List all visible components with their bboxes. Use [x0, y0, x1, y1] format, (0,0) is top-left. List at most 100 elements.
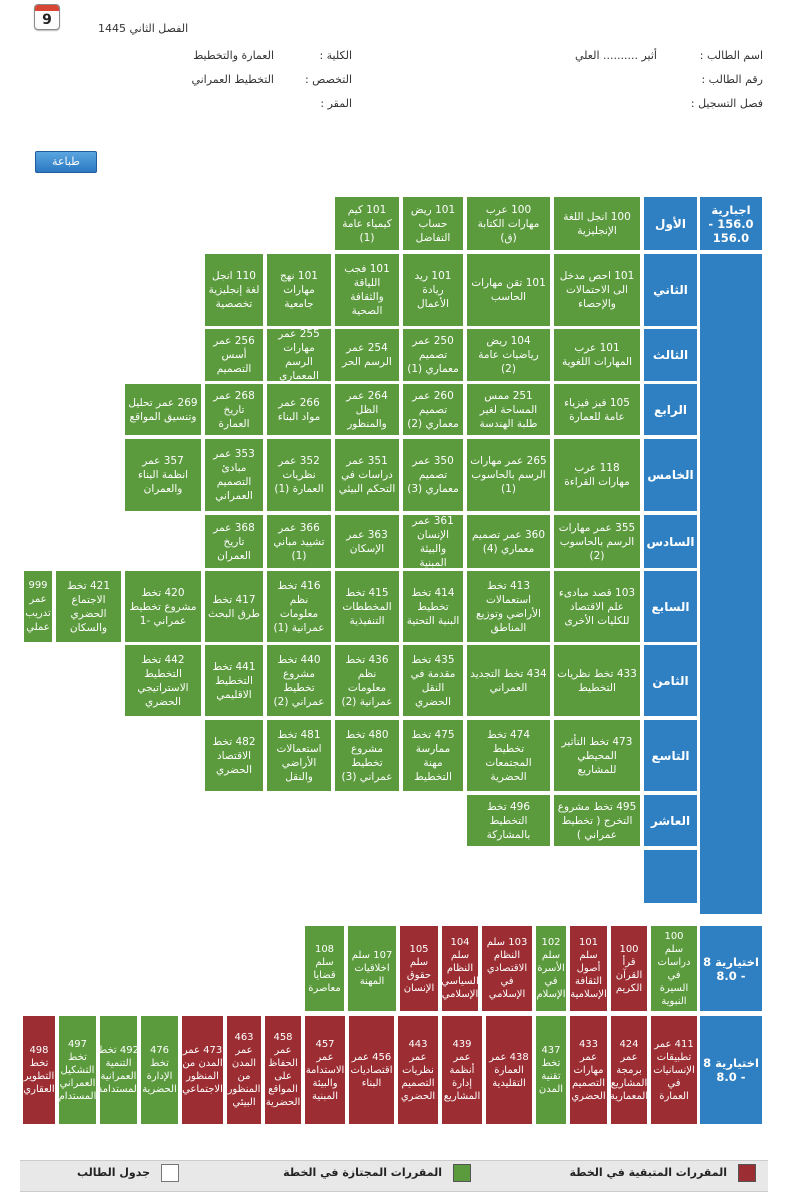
term-9-label: التاسع: [644, 720, 697, 791]
elective-1-label: اختيارية 8 - 8.0: [700, 926, 762, 1011]
course-cell[interactable]: 100 انجل اللغة الإنجليزية: [554, 197, 640, 250]
elective-course-cell[interactable]: 463 عمر المدن من المنظور البيئي: [227, 1016, 261, 1124]
elective-course-cell[interactable]: 107 سلم اخلاقيات المهنة: [348, 926, 396, 1011]
term-5-label: الخامس: [644, 439, 697, 511]
elective-course-cell[interactable]: 497 تخط التشكيل العمراني المستدام: [59, 1016, 96, 1124]
course-cell[interactable]: 355 عمر مهارات الرسم بالحاسوب (2): [554, 515, 640, 568]
course-cell[interactable]: 265 عمر مهارات الرسم بالحاسوب (1): [467, 439, 550, 511]
course-cell[interactable]: 480 تخط مشروع تخطيط عمراني (3): [335, 720, 399, 791]
elective-course-cell[interactable]: 411 عمر تطبيقات الإنسانيات في العمارة: [651, 1016, 697, 1124]
elective-course-cell[interactable]: 102 سلم الأسرة في الإسلام: [536, 926, 566, 1011]
course-cell[interactable]: 353 عمر مبادئ التصميم العمراني: [205, 439, 263, 511]
course-cell[interactable]: 417 تخط طرق البحث: [205, 571, 263, 642]
course-cell[interactable]: 368 عمر تاريخ العمران: [205, 515, 263, 568]
legend-schedule-label[interactable]: جدول الطالب: [76, 1166, 150, 1179]
legend-bar: [20, 1160, 768, 1192]
elective-course-cell[interactable]: 433 عمر مهارات التصميم الحضري: [570, 1016, 607, 1124]
course-cell[interactable]: 420 تخط مشروع تخطيط عمراني -1: [125, 571, 201, 642]
course-cell[interactable]: 413 تخط استعمالات الأراضي وتوزيع المناطق: [467, 571, 550, 642]
term-6-label: السادس: [644, 515, 697, 568]
course-cell[interactable]: 482 تخط الاقتصاد الحضري: [205, 720, 263, 791]
elective-course-cell[interactable]: 101 سلم أصول الثقافة الإسلامية: [570, 926, 607, 1011]
elective-course-cell[interactable]: 492 تخط التنمية العمرانية المستدامة: [100, 1016, 137, 1124]
course-cell[interactable]: 256 عمر أسس التصميم: [205, 329, 263, 381]
elective-course-cell[interactable]: 424 عمر برمجة المشاريع المعمارية: [611, 1016, 647, 1124]
course-cell[interactable]: 433 تخط نظريات التخطيط: [554, 645, 640, 716]
course-cell[interactable]: 442 تخط التخطيط الاستراتيجي الحضري: [125, 645, 201, 716]
term-7-label: السابع: [644, 571, 697, 642]
course-cell[interactable]: 414 تخط تخطيط البنية التحتية: [403, 571, 463, 642]
course-cell[interactable]: 999 عمر تدريب عملي: [24, 571, 52, 642]
course-cell[interactable]: 101 كيم كيمياء عامة (1): [335, 197, 399, 250]
elective-course-cell[interactable]: 456 عمر اقتصاديات البناء: [349, 1016, 394, 1124]
course-cell[interactable]: 415 تخط المخططات التنفيذية: [335, 571, 399, 642]
course-cell[interactable]: 366 عمر تشييد مباني (1): [267, 515, 331, 568]
course-cell[interactable]: 363 عمر الإسكان: [335, 515, 399, 568]
course-cell[interactable]: 105 فيز فيزياء عامة للعمارة: [554, 384, 640, 435]
course-cell[interactable]: 101 احص مدخل الى الاحتمالات والإحصاء: [554, 254, 640, 326]
course-cell[interactable]: 250 عمر تصميم معماري (1): [403, 329, 463, 381]
course-cell[interactable]: 436 تخط نظم معلومات عمرانية (2): [335, 645, 399, 716]
course-cell[interactable]: 101 نهج مهارات جامعية: [267, 254, 331, 326]
course-cell[interactable]: 474 تخط تخطيط المجتمعات الحضرية: [467, 720, 550, 791]
elective-course-cell[interactable]: 457 عمر الاستدامة والبيئة المبنية: [305, 1016, 345, 1124]
calendar-icon[interactable]: 9: [34, 4, 60, 30]
elective-course-cell[interactable]: 443 عمر نظريات التصميم الحضري: [398, 1016, 438, 1124]
course-cell[interactable]: 481 تخط استعمالات الأراضي والنقل: [267, 720, 331, 791]
registration-term-label: فصل التسجيل :: [690, 97, 763, 110]
course-cell[interactable]: 101 ريض حساب التفاضل: [403, 197, 463, 250]
elective-course-cell[interactable]: 498 تخط التطوير العقاري: [23, 1016, 55, 1124]
course-cell[interactable]: 473 تخط التأثير المحيطي للمشاريع: [554, 720, 640, 791]
course-cell[interactable]: 440 تخط مشروع تخطيط عمراني (2): [267, 645, 331, 716]
course-cell[interactable]: 441 تخط التخطيط الاقليمي: [205, 645, 263, 716]
print-button[interactable]: طباعة: [35, 151, 97, 173]
elective-course-cell[interactable]: 100 قرأ القرآن الكريم: [611, 926, 647, 1011]
course-cell[interactable]: 416 تخط نظم معلومات عمرانية (1): [267, 571, 331, 642]
course-cell[interactable]: 268 عمر تاريخ العمارة: [205, 384, 263, 435]
course-cell[interactable]: 255 عمر مهارات الرسم المعماري: [267, 329, 331, 381]
course-cell[interactable]: 434 تخط التجديد العمراني: [467, 645, 550, 716]
term-2-label: الثاني: [644, 254, 697, 326]
course-cell[interactable]: 101 عرب المهارات اللغوية: [554, 329, 640, 381]
course-cell[interactable]: 266 عمر مواد البناء: [267, 384, 331, 435]
legend-schedule-swatch[interactable]: [161, 1164, 179, 1182]
course-cell[interactable]: 100 عرب مهارات الكتابة (ق): [467, 197, 550, 250]
elective-course-cell[interactable]: 476 تخط الإدارة الحضرية: [141, 1016, 178, 1124]
course-cell[interactable]: 496 تخط التخطيط بالمشاركة: [467, 795, 550, 846]
term-8-label: الثامن: [644, 645, 697, 716]
course-cell[interactable]: 495 تخط مشروع التخرج ( تخطيط عمراني ): [554, 795, 640, 846]
course-cell[interactable]: 254 عمر الرسم الحر: [335, 329, 399, 381]
elective-course-cell[interactable]: 103 سلم النظام الاقتصادي في الإسلامي: [482, 926, 532, 1011]
elective-course-cell[interactable]: 437 تخط تقنية المدن: [536, 1016, 566, 1124]
course-cell[interactable]: 101 ريد ريادة الأعمال: [403, 254, 463, 326]
term-10-label: العاشر: [644, 795, 697, 846]
course-cell[interactable]: 351 عمر دراسات في التحكم البيئي: [335, 439, 399, 511]
course-cell[interactable]: 260 عمر تصميم معماري (2): [403, 384, 463, 435]
elective-course-cell[interactable]: 439 عمر أنظمة إدارة المشاريع: [442, 1016, 482, 1124]
course-cell[interactable]: 118 عرب مهارات القراءة: [554, 439, 640, 511]
elective-course-cell[interactable]: 104 سلم النظام السياسي الإسلامي: [442, 926, 478, 1011]
course-cell[interactable]: 101 تقن مهارات الحاسب: [467, 254, 550, 326]
course-cell[interactable]: 103 قصد مبادىء علم الاقتصاد للكليات الأخ…: [554, 571, 640, 642]
course-cell[interactable]: 360 عمر تصميم معماري (4): [467, 515, 550, 568]
course-cell[interactable]: 104 ريض رياضيات عامة (2): [467, 329, 550, 381]
course-cell[interactable]: 269 عمر تحليل وتنسيق المواقع: [125, 384, 201, 435]
course-cell[interactable]: 352 عمر نظريات العمارة (1): [267, 439, 331, 511]
elective-course-cell[interactable]: 438 عمر العمارة التقليدية: [486, 1016, 532, 1124]
course-cell[interactable]: 101 فجب اللياقة والثقافة الصحية: [335, 254, 399, 326]
elective-course-cell[interactable]: 458 عمر الحفاظ على المواقع الحضرية: [265, 1016, 301, 1124]
course-cell[interactable]: 251 ممس المساحة لغير طلبة الهندسة: [467, 384, 550, 435]
course-cell[interactable]: 421 تخط الاجتماع الحضري والسكان: [56, 571, 121, 642]
course-cell[interactable]: 475 تخط ممارسة مهنة التخطيط: [403, 720, 463, 791]
elective-course-cell[interactable]: 100 سلم دراسات في السيرة النبوية: [651, 926, 697, 1011]
course-cell[interactable]: 264 عمر الظل والمنظور: [335, 384, 399, 435]
elective-course-cell[interactable]: 473 عمر المدن من المنظور الاجتماعي: [182, 1016, 223, 1124]
term-empty-cell: [644, 850, 697, 903]
elective-course-cell[interactable]: 108 سلم قضايا معاصرة: [305, 926, 344, 1011]
course-cell[interactable]: 110 انجل لغة إنجليزية تخصصية: [205, 254, 263, 326]
course-cell[interactable]: 361 عمر الإنسان والبيئة المبنية: [403, 515, 463, 568]
course-cell[interactable]: 350 عمر تصميم معماري (3): [403, 439, 463, 511]
elective-course-cell[interactable]: 105 سلم حقوق الإنسان: [400, 926, 438, 1011]
course-cell[interactable]: 435 تخط مقدمة في النقل الحضري: [403, 645, 463, 716]
course-cell[interactable]: 357 عمر انظمة البناء والعمران: [125, 439, 201, 511]
